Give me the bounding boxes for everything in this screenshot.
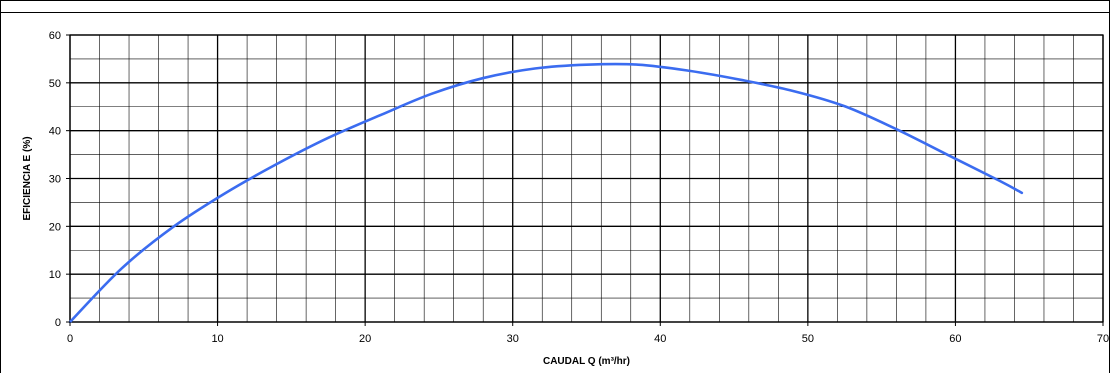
x-tick-label: 30 xyxy=(507,333,519,345)
x-tick-label: 60 xyxy=(949,333,961,345)
y-tick-label: 0 xyxy=(55,317,61,329)
y-tick-label: 10 xyxy=(49,269,61,281)
tick-labels: 0 10 20 30 40 50 60 70 0 10 20 30 40 50 60 xyxy=(49,30,1109,345)
y-tick-label: 20 xyxy=(49,221,61,233)
efficiency-curve xyxy=(68,62,1024,324)
y-tick-label: 30 xyxy=(49,174,61,186)
top-rule xyxy=(0,0,1110,13)
y-tick-label: 50 xyxy=(49,78,61,90)
x-tick-label: 50 xyxy=(802,333,814,345)
x-tick-label: 40 xyxy=(654,333,666,345)
grid xyxy=(69,34,1104,323)
x-tick-label: 0 xyxy=(67,333,73,345)
y-tick-label: 40 xyxy=(49,126,61,138)
x-axis-label: CAUDAL Q (m³/hr) xyxy=(543,356,630,367)
x-tick-label: 10 xyxy=(211,333,223,345)
y-tick-label: 60 xyxy=(49,30,61,42)
series-layer xyxy=(68,62,1024,324)
y-axis-label: EFICIENCIA E (%) xyxy=(22,136,33,220)
x-tick-label: 70 xyxy=(1097,333,1109,345)
x-tick-label: 20 xyxy=(359,333,371,345)
